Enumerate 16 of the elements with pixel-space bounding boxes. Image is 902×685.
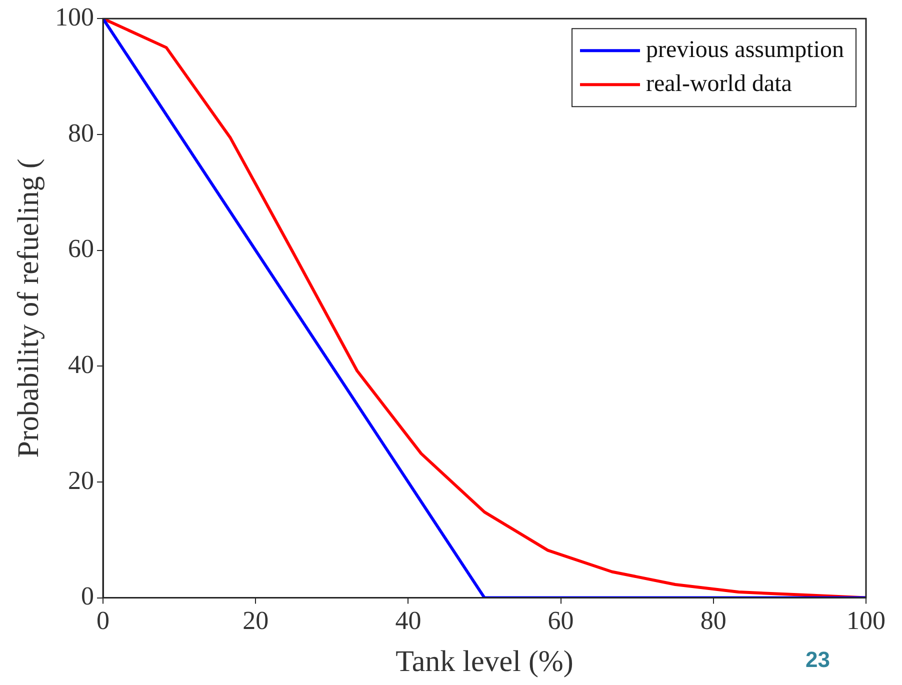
x-tick-label: 80	[700, 606, 726, 636]
y-tick-label: 0	[81, 582, 94, 611]
y-axis-title: Probability of refueling (	[12, 158, 45, 458]
x-tick-label: 100	[846, 606, 886, 636]
y-tick-label: 20	[68, 466, 94, 495]
legend-label: previous assumption	[646, 36, 844, 63]
y-tick-label: 40	[68, 350, 94, 379]
y-tick-label: 60	[68, 234, 94, 264]
x-tick-label: 60	[548, 606, 574, 636]
legend-label: real-world data	[646, 70, 792, 97]
x-tick-label: 20	[242, 606, 269, 636]
text: 23	[806, 647, 830, 673]
y-tick-label: 80	[68, 118, 94, 148]
x-tick-label: 40	[395, 606, 422, 636]
y-tick-label: 100	[55, 2, 94, 32]
x-axis-title: Tank level (%)	[396, 644, 574, 678]
